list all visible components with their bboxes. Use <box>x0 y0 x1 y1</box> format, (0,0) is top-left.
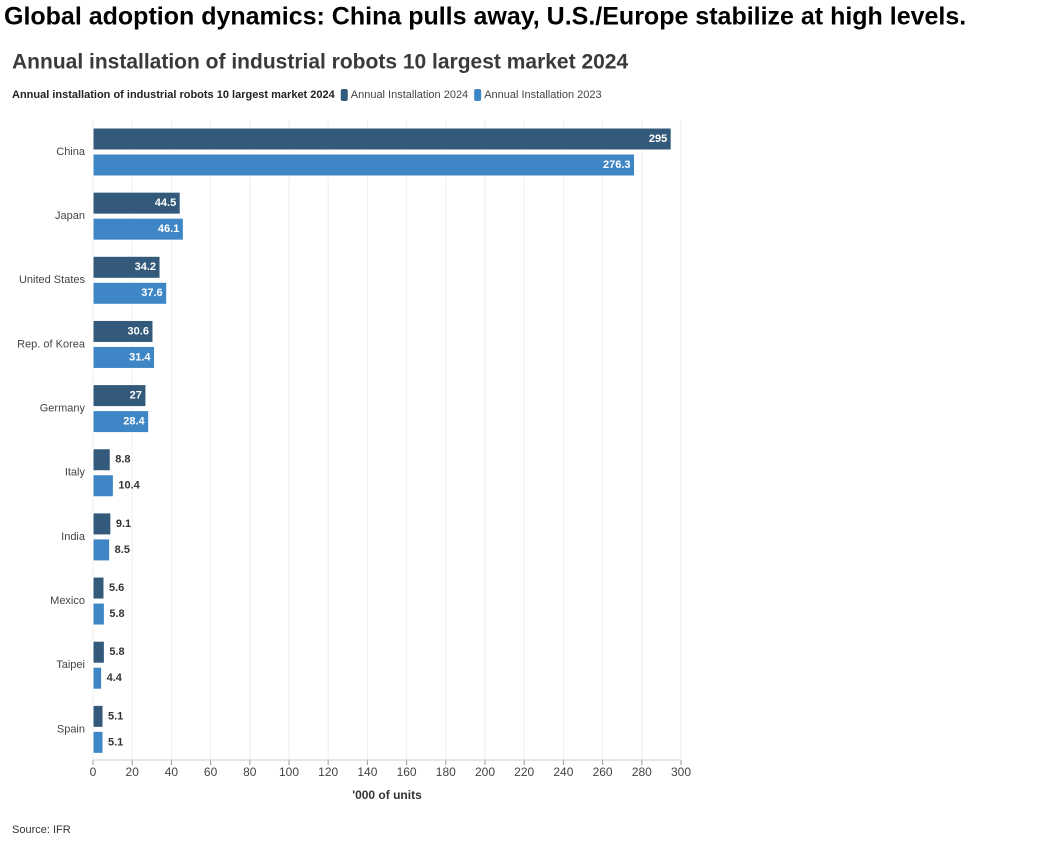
x-tick-label: 40 <box>165 765 179 779</box>
data-label: 276.3 <box>603 159 631 171</box>
y-tick-label: Rep. of Korea <box>17 338 86 350</box>
x-axis-label: '000 of units <box>352 788 422 802</box>
bar <box>92 281 168 305</box>
legend-swatch <box>474 89 482 101</box>
legend-title: Annual installation of industrial robots… <box>12 89 336 101</box>
source: Source: IFR <box>12 824 71 836</box>
data-label: 8.8 <box>115 454 130 466</box>
x-tick-label: 260 <box>593 765 613 779</box>
data-label: 5.8 <box>109 646 124 658</box>
x-tick-label: 240 <box>553 765 573 779</box>
x-tick-label: 280 <box>632 765 652 779</box>
data-label: 28.4 <box>123 416 145 428</box>
bar <box>92 255 161 279</box>
y-tick-label: Italy <box>65 467 86 479</box>
y-tick-label: Germany <box>40 403 86 415</box>
data-label: 27 <box>130 390 142 402</box>
data-label: 30.6 <box>128 325 149 337</box>
x-tick-label: 200 <box>475 765 495 779</box>
legend-label: Annual Installation 2023 <box>484 89 601 101</box>
data-label: 31.4 <box>129 351 151 363</box>
x-tick-label: 220 <box>514 765 534 779</box>
bar <box>92 410 150 434</box>
x-tick-label: 160 <box>397 765 417 779</box>
y-tick-label: Mexico <box>50 595 85 607</box>
y-tick-label: United States <box>19 274 86 286</box>
bar <box>92 640 105 664</box>
x-tick-label: 60 <box>204 765 218 779</box>
bar <box>92 704 104 728</box>
bar <box>92 538 111 562</box>
bar <box>92 666 103 690</box>
data-label: 37.6 <box>141 287 162 299</box>
data-label: 46.1 <box>158 223 179 235</box>
bar <box>92 345 156 369</box>
data-label: 10.4 <box>118 480 140 492</box>
y-tick-label: Japan <box>55 210 85 222</box>
legend-label: Annual Installation 2024 <box>351 89 468 101</box>
y-tick-label: Taipei <box>56 659 85 671</box>
x-tick-label: 100 <box>279 765 299 779</box>
bar <box>92 448 111 472</box>
y-tick-label: China <box>56 146 86 158</box>
bar <box>92 576 105 600</box>
x-tick-label: 120 <box>318 765 338 779</box>
bar <box>92 474 114 498</box>
bar <box>92 217 184 241</box>
x-tick-label: 180 <box>436 765 456 779</box>
chart-title: Annual installation of industrial robots… <box>12 51 628 74</box>
y-tick-label: India <box>61 531 86 543</box>
x-tick-label: 0 <box>90 765 97 779</box>
bar <box>92 730 104 754</box>
data-label: 8.5 <box>115 544 130 556</box>
data-label: 295 <box>649 133 667 145</box>
bar <box>92 153 636 177</box>
data-label: 5.6 <box>109 582 124 594</box>
headline: Global adoption dynamics: China pulls aw… <box>4 3 966 31</box>
data-label: 5.8 <box>109 608 124 620</box>
legend-swatch <box>340 89 348 101</box>
bar <box>92 602 105 626</box>
x-tick-label: 80 <box>243 765 257 779</box>
bar <box>92 127 672 151</box>
x-tick-label: 140 <box>357 765 377 779</box>
data-label: 5.1 <box>108 710 123 722</box>
bar <box>92 319 154 343</box>
data-label: 4.4 <box>107 672 123 684</box>
data-label: 34.2 <box>135 261 156 273</box>
bar <box>92 191 181 215</box>
data-label: 9.1 <box>116 518 131 530</box>
x-tick-label: 300 <box>671 765 691 779</box>
bar <box>92 512 112 536</box>
y-tick-label: Spain <box>57 723 85 735</box>
data-label: 44.5 <box>155 197 176 209</box>
bar <box>92 384 147 408</box>
data-label: 5.1 <box>108 736 123 748</box>
x-tick-label: 20 <box>126 765 140 779</box>
